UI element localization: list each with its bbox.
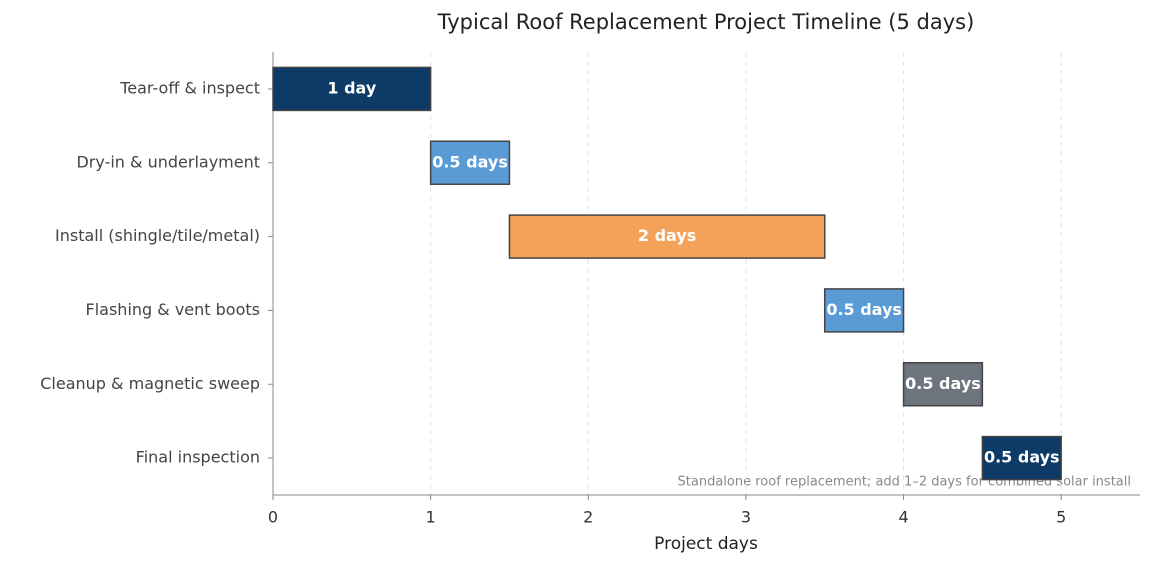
y-tick-label: Dry-in & underlayment <box>76 152 260 171</box>
bar <box>981 435 1062 481</box>
y-tick-label: Final inspection <box>136 448 260 467</box>
x-tick-label: 3 <box>741 508 751 527</box>
y-tick-label: Flashing & vent boots <box>86 300 260 319</box>
y-tick-label: Tear-off & inspect <box>119 78 260 97</box>
bar <box>272 66 432 112</box>
data-label: 0.5 days <box>984 448 1060 467</box>
data-label: 0.5 days <box>905 374 981 393</box>
bar <box>902 362 984 407</box>
x-tick-label: 2 <box>583 508 593 527</box>
x-tick-label: 4 <box>898 508 908 527</box>
chart-title: Typical Roof Replacement Project Timelin… <box>437 10 975 34</box>
x-tick-label: 5 <box>1056 508 1066 527</box>
data-label: 0.5 days <box>826 300 902 319</box>
x-tick-label: 1 <box>426 508 436 527</box>
bar <box>823 288 905 333</box>
bar <box>508 214 826 259</box>
data-label: 1 day <box>327 78 376 97</box>
x-axis-label: Project days <box>654 534 758 554</box>
data-label: 0.5 days <box>432 152 508 171</box>
data-label: 2 days <box>638 226 696 245</box>
x-tick-label: 0 <box>268 508 278 527</box>
y-tick-label: Install (shingle/tile/metal) <box>55 226 260 245</box>
y-tick-label: Cleanup & magnetic sweep <box>40 374 260 393</box>
bar <box>429 140 511 185</box>
